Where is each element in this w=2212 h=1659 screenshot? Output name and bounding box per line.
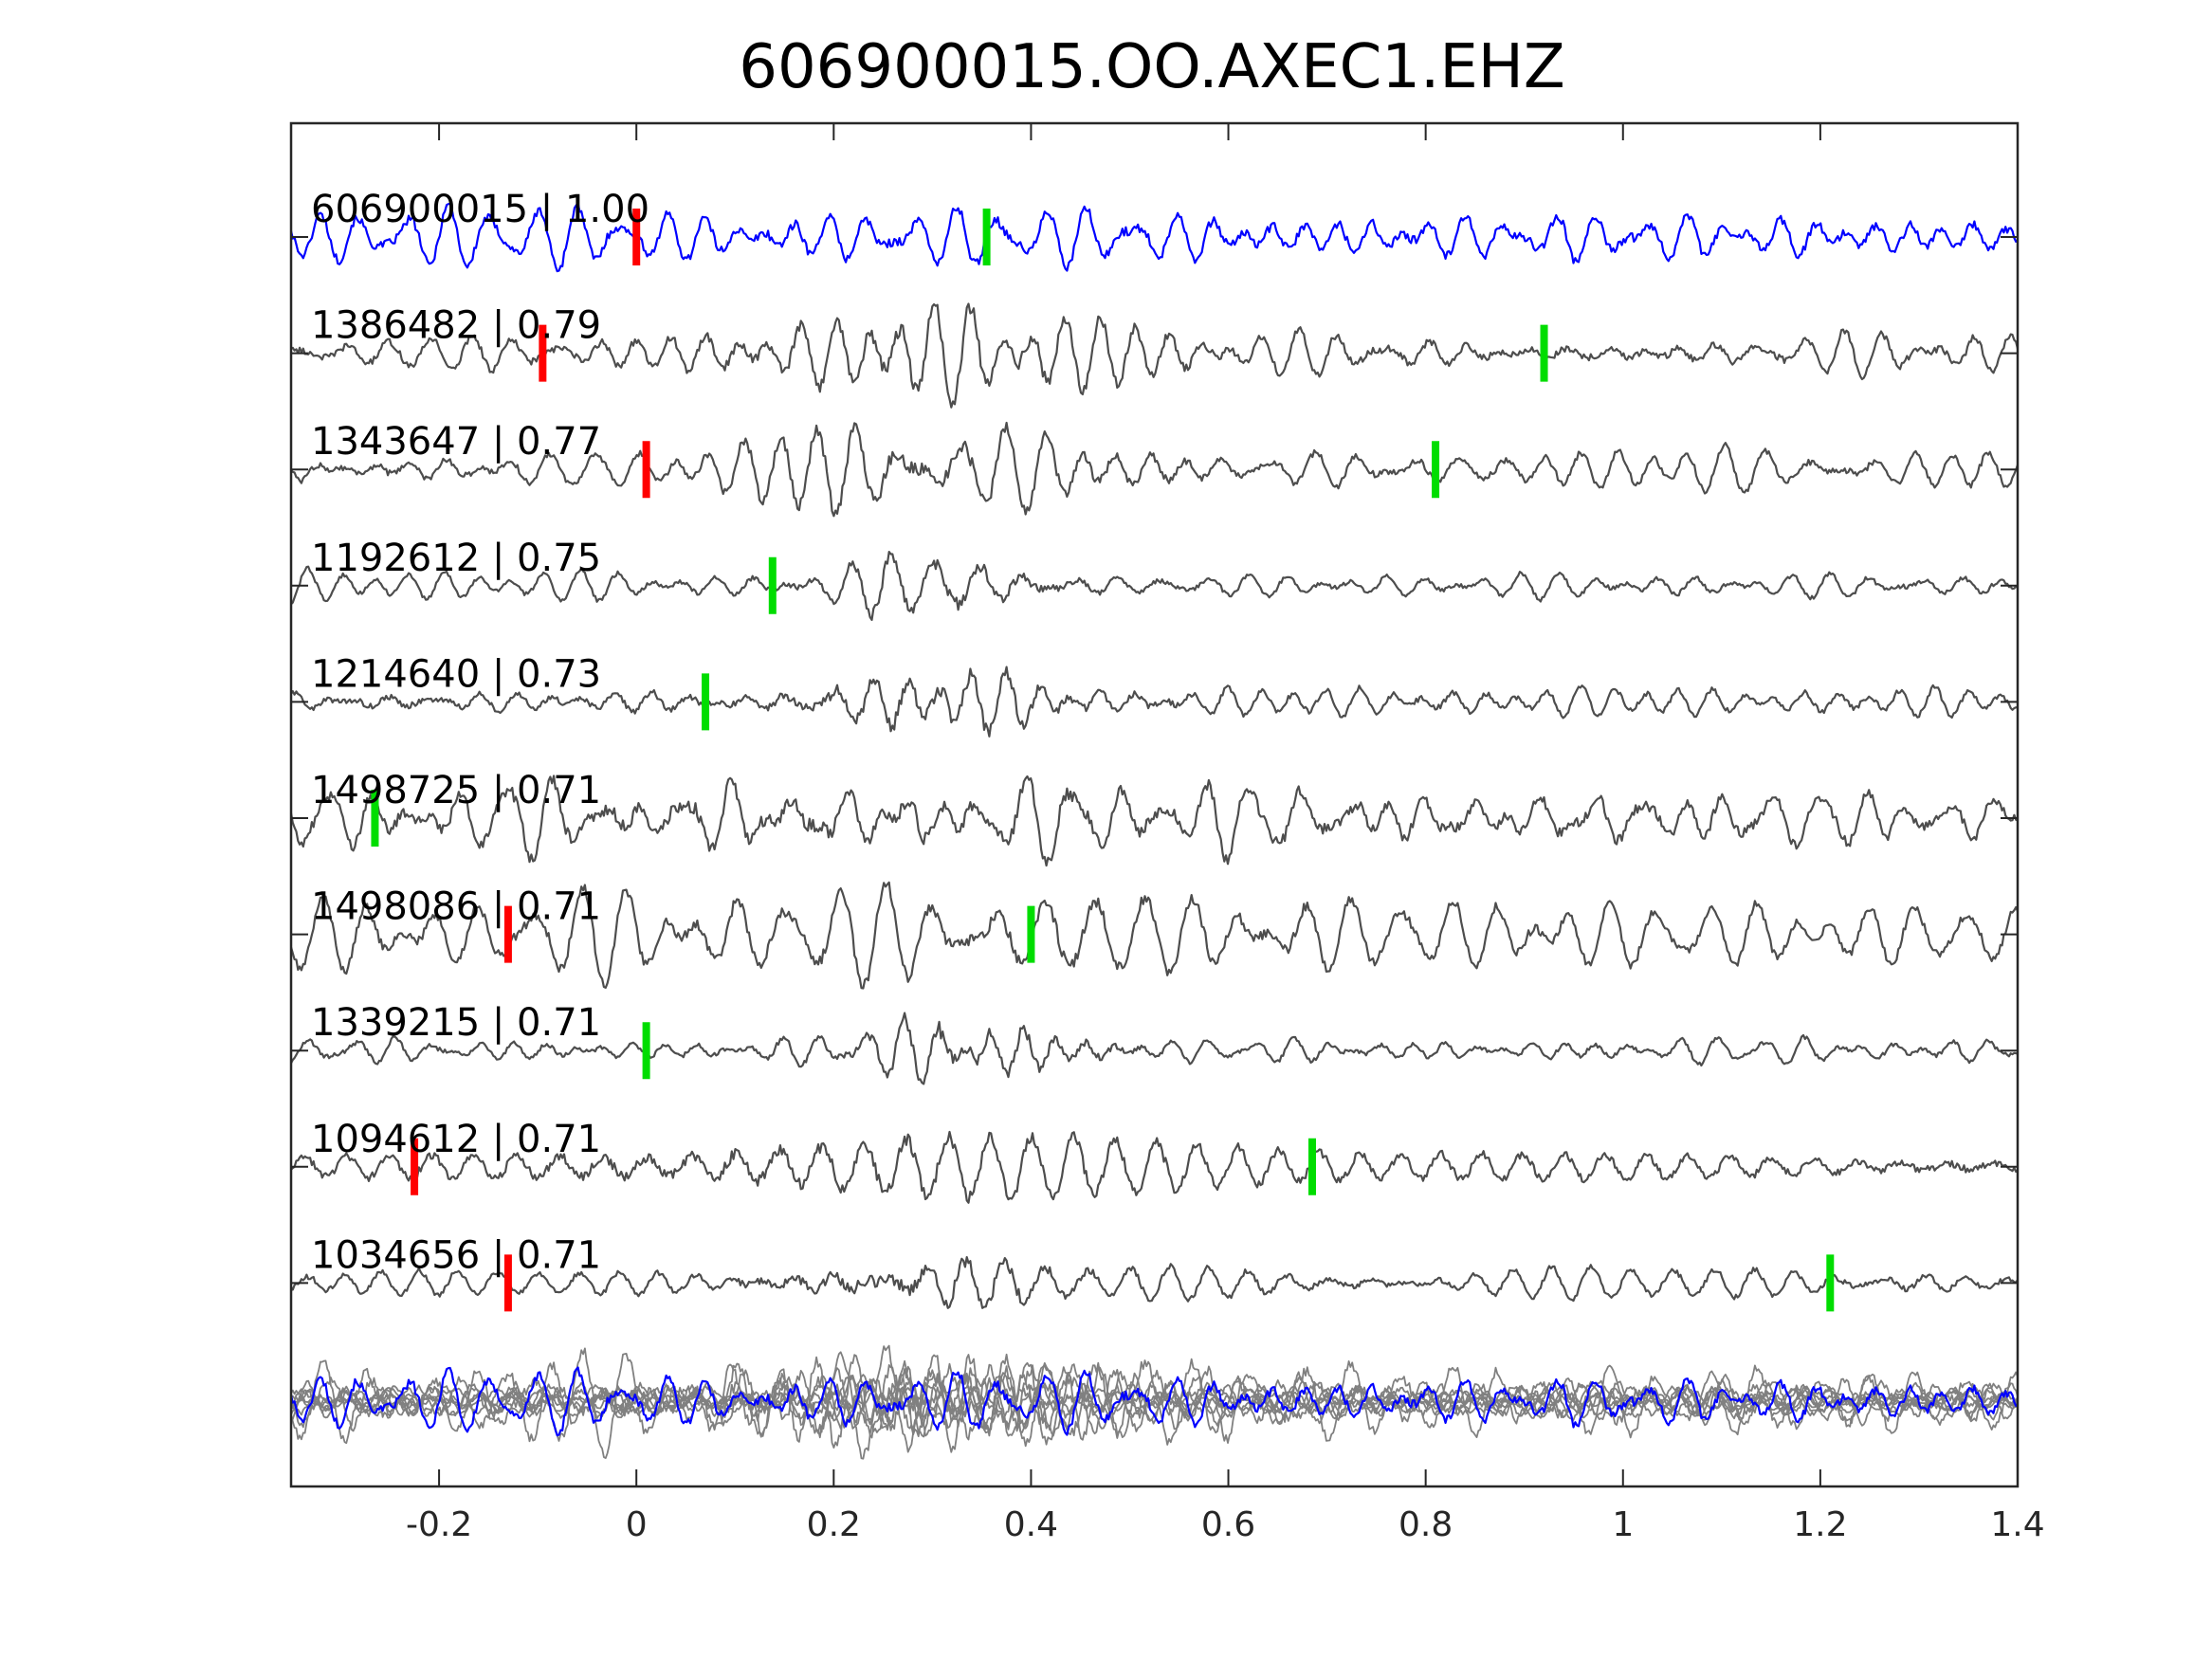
x-tick-label-1: 0 xyxy=(626,1505,648,1544)
trace-label-4: 1214640 | 0.73 xyxy=(311,652,601,696)
x-axis-ticks: -0.2 0 0.2 0.4 0.6 0.8 1 1.2 1.4 xyxy=(406,123,2045,1544)
phase-picks xyxy=(371,209,1835,1312)
trace-line-1 xyxy=(290,302,2020,409)
x-tick-label-5: 0.8 xyxy=(1398,1505,1453,1544)
waveform-traces xyxy=(289,202,2020,1460)
axes-box xyxy=(289,121,2020,1488)
chart-title: 606900015.OO.AXEC1.EHZ xyxy=(739,32,1565,102)
trace-label-1: 1386482 | 0.79 xyxy=(311,304,601,348)
x-tick-label-6: 1 xyxy=(1612,1505,1634,1544)
trace-line-8 xyxy=(290,1130,2019,1204)
trace-line-7 xyxy=(290,1012,2019,1085)
trace-label-8: 1094612 | 0.71 xyxy=(311,1118,601,1161)
x-tick-label-8: 1.4 xyxy=(1990,1505,2044,1544)
x-tick-label-3: 0.4 xyxy=(1004,1505,1058,1544)
stack-line-8 xyxy=(290,1362,2019,1441)
trace-line-9 xyxy=(290,1255,2019,1309)
trace-labels: 606900015 | 1.00 1386482 | 0.79 1343647 | … xyxy=(311,188,649,1277)
plot-axes xyxy=(289,121,2020,1488)
x-tick-label-4: 0.6 xyxy=(1201,1505,1255,1544)
trace-label-7: 1339215 | 0.71 xyxy=(311,1001,601,1045)
stack-line-1 xyxy=(290,1354,2019,1453)
trace-label-3: 1192612 | 0.75 xyxy=(311,537,601,580)
trace-label-2: 1343647 | 0.77 xyxy=(311,420,601,464)
x-tick-label-2: 0.2 xyxy=(807,1505,861,1544)
trace-line-2 xyxy=(290,421,2020,518)
x-tick-label-0: -0.2 xyxy=(406,1505,472,1544)
stack-template-line xyxy=(289,1366,2019,1437)
trace-line-6 xyxy=(289,881,2020,990)
trace-label-9: 1034656 | 0.71 xyxy=(311,1233,601,1277)
x-tick-label-7: 1.2 xyxy=(1793,1505,1847,1544)
stack-line-7 xyxy=(290,1359,2019,1438)
trace-line-0 xyxy=(289,202,2019,273)
trace-label-0: 606900015 | 1.00 xyxy=(311,188,649,231)
stack-line-6 xyxy=(290,1344,2019,1460)
trace-label-5: 1498725 | 0.71 xyxy=(311,769,601,812)
trace-line-4 xyxy=(290,665,2019,738)
trace-line-3 xyxy=(290,550,2019,622)
trace-label-6: 1498086 | 0.71 xyxy=(311,885,601,929)
trace-line-5 xyxy=(289,775,2019,867)
